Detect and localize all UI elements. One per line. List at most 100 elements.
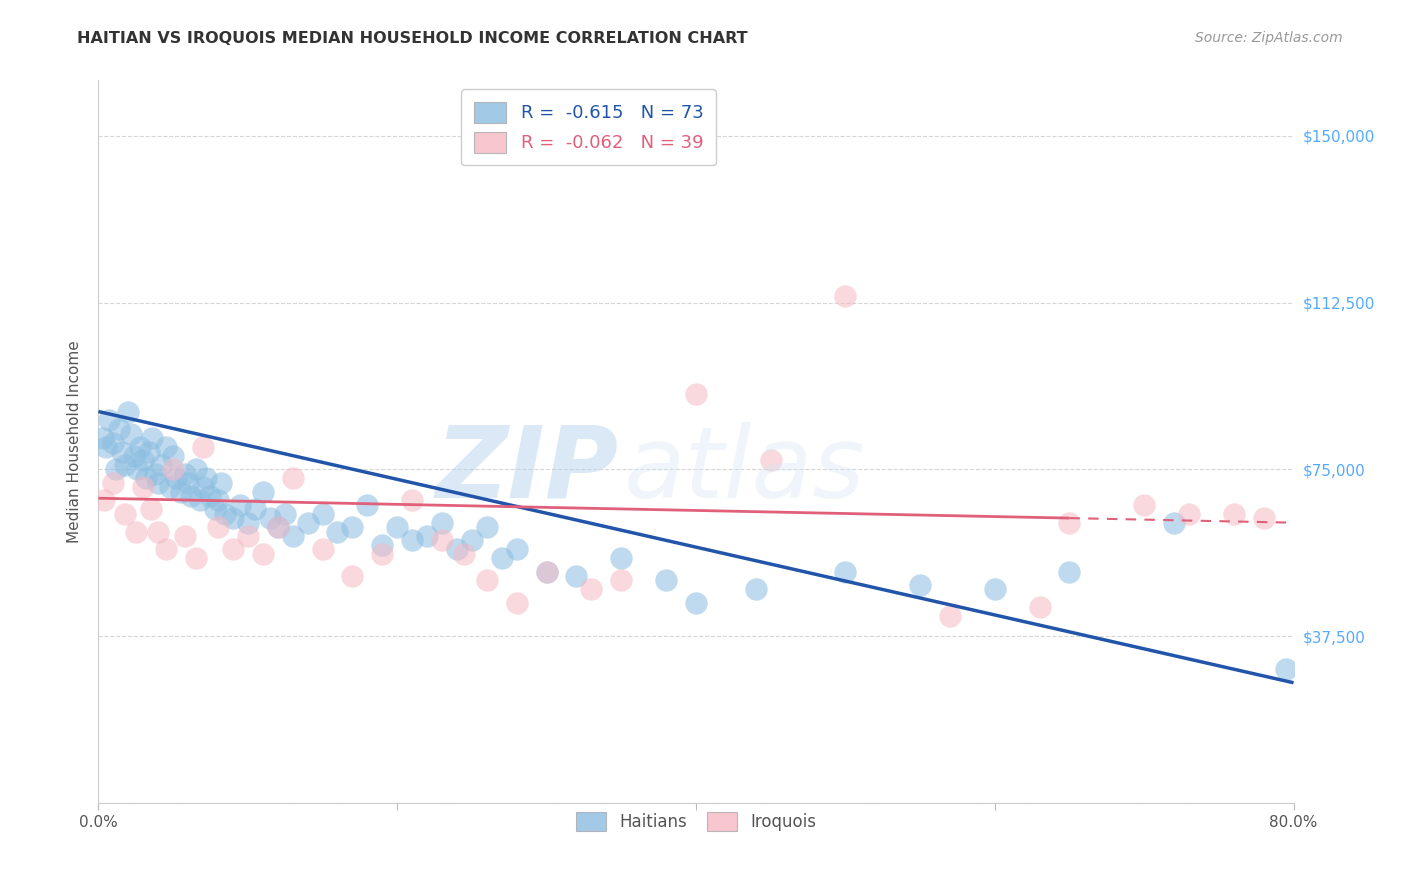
Point [1059,516,1081,530]
Point [834,565,856,579]
Point [204,502,226,516]
Point [191,440,214,454]
Point [117,404,139,418]
Point [326,524,349,539]
Point [191,480,214,494]
Point [103,475,125,490]
Point [536,565,558,579]
Point [236,529,259,543]
Point [401,493,423,508]
Point [610,551,633,566]
Point [430,533,453,548]
Point [655,574,678,588]
Point [984,582,1007,597]
Point [430,516,453,530]
Point [180,489,202,503]
Point [177,475,200,490]
Point [162,462,184,476]
Point [506,542,529,557]
Point [259,511,281,525]
Point [184,462,207,476]
Point [342,569,364,583]
Point [939,609,962,624]
Point [159,480,181,494]
Point [139,502,162,516]
Point [1163,516,1185,530]
Point [165,471,187,485]
Point [311,542,333,557]
Point [446,542,468,557]
Point [685,596,707,610]
Point [834,289,856,303]
Point [93,493,115,508]
Point [148,524,170,539]
Point [245,502,267,516]
Point [132,453,155,467]
Point [342,520,364,534]
Point [94,440,117,454]
Point [267,520,290,534]
Point [148,475,170,490]
Point [610,574,633,588]
Point [908,578,931,592]
Point [1028,600,1050,615]
Point [229,498,252,512]
Point [311,507,333,521]
Point [108,422,131,436]
Point [281,471,304,485]
Point [124,449,146,463]
Point [207,493,229,508]
Point [105,462,128,476]
Point [155,542,177,557]
Point [475,574,498,588]
Point [125,524,148,539]
Point [129,440,152,454]
Text: ZIP: ZIP [436,422,619,519]
Point [200,489,222,503]
Y-axis label: Median Household Income: Median Household Income [66,340,82,543]
Point [267,520,290,534]
Point [685,386,707,401]
Text: atlas: atlas [624,422,866,519]
Point [371,547,394,561]
Point [1223,507,1246,521]
Point [401,533,423,548]
Point [252,484,274,499]
Point [195,471,218,485]
Point [222,511,245,525]
Point [236,516,259,530]
Point [120,426,142,441]
Point [97,413,120,427]
Point [143,467,166,481]
Point [1275,662,1298,676]
Point [371,538,394,552]
Point [188,493,211,508]
Point [1059,565,1081,579]
Point [132,480,155,494]
Point [1178,507,1201,521]
Point [114,507,136,521]
Point [1253,511,1275,525]
Text: Source: ZipAtlas.com: Source: ZipAtlas.com [1195,31,1343,45]
Point [491,551,513,566]
Point [169,484,191,499]
Point [103,435,125,450]
Point [453,547,475,561]
Point [759,453,782,467]
Point [222,542,245,557]
Point [209,475,232,490]
Point [565,569,588,583]
Point [91,431,114,445]
Point [274,507,297,521]
Point [385,520,409,534]
Point [536,565,558,579]
Point [356,498,378,512]
Point [581,582,603,597]
Legend: Haitians, Iroquois: Haitians, Iroquois [565,802,827,841]
Point [252,547,274,561]
Point [184,551,207,566]
Point [141,431,163,445]
Point [114,458,136,472]
Point [135,471,157,485]
Point [745,582,768,597]
